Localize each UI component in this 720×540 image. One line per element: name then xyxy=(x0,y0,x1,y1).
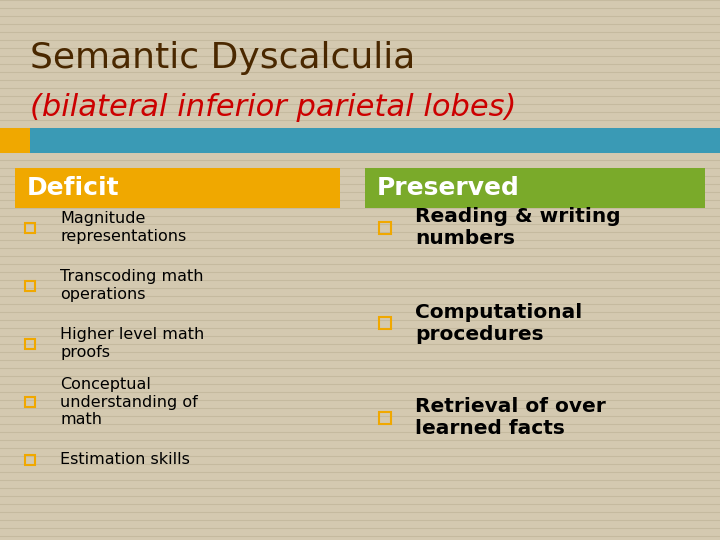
Text: Preserved: Preserved xyxy=(377,176,520,200)
Bar xyxy=(379,317,391,329)
Bar xyxy=(379,222,391,234)
Text: Computational: Computational xyxy=(415,302,582,321)
Bar xyxy=(25,397,35,407)
Text: Reading & writing: Reading & writing xyxy=(415,207,621,226)
Text: Higher level math: Higher level math xyxy=(60,327,204,342)
Text: representations: representations xyxy=(60,230,186,245)
Bar xyxy=(0,128,720,153)
Bar xyxy=(0,128,30,153)
Bar xyxy=(25,223,35,233)
Text: understanding of: understanding of xyxy=(60,395,198,409)
Text: procedures: procedures xyxy=(415,325,544,343)
Bar xyxy=(365,168,705,208)
Bar xyxy=(25,339,35,349)
Text: numbers: numbers xyxy=(415,230,515,248)
Text: (bilateral inferior parietal lobes): (bilateral inferior parietal lobes) xyxy=(30,93,516,123)
Text: math: math xyxy=(60,413,102,428)
Text: Deficit: Deficit xyxy=(27,176,120,200)
Text: operations: operations xyxy=(60,287,145,302)
Text: Estimation skills: Estimation skills xyxy=(60,453,190,468)
Text: proofs: proofs xyxy=(60,346,110,361)
Bar xyxy=(379,412,391,424)
Bar xyxy=(15,168,340,208)
Bar xyxy=(25,281,35,291)
Text: learned facts: learned facts xyxy=(415,420,565,438)
Text: Magnitude: Magnitude xyxy=(60,212,145,226)
Text: Transcoding math: Transcoding math xyxy=(60,269,204,285)
Text: Semantic Dyscalculia: Semantic Dyscalculia xyxy=(30,41,415,75)
Text: Conceptual: Conceptual xyxy=(60,376,151,392)
Bar xyxy=(25,455,35,465)
Text: Retrieval of over: Retrieval of over xyxy=(415,397,606,416)
